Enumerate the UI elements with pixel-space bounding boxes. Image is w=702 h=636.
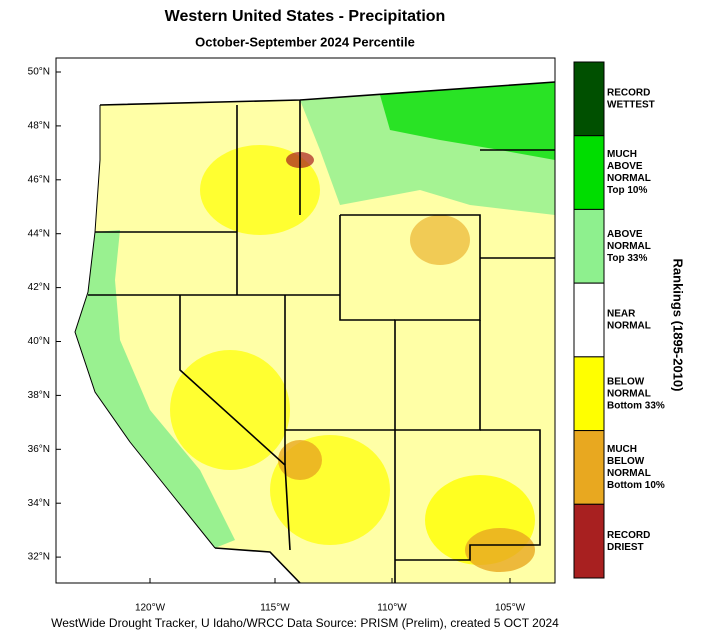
legend-title: Rankings (1895-2010) [671, 259, 686, 392]
footer: WestWide Drought Tracker, U Idaho/WRCC D… [51, 616, 559, 630]
lon-label: 105°W [495, 603, 526, 614]
map [55, 57, 556, 584]
legend-label: NEAR [607, 309, 636, 320]
legend-label: ABOVE [607, 229, 643, 240]
legend-swatch [573, 430, 605, 505]
lat-label: 44°N [28, 228, 50, 239]
very-dry-az [278, 440, 322, 480]
legend-swatch [573, 503, 605, 579]
lon-label: 115°W [260, 603, 290, 614]
dry-nevada [170, 350, 290, 470]
legend-label: MUCH [607, 444, 637, 455]
border [179, 295, 291, 551]
legend-label: Top 33% [607, 253, 647, 264]
title: Western United States - Precipitation [165, 8, 446, 25]
legend-swatch [573, 282, 605, 358]
subtitle: October-September 2024 Percentile [195, 34, 415, 49]
legend-label: BELOW [607, 456, 645, 467]
dry-idaho [200, 145, 320, 235]
lat-label: 48°N [28, 121, 50, 132]
legend-label: Bottom 10% [607, 480, 665, 491]
lon-label: 110°W [377, 603, 407, 614]
lat-label: 34°N [28, 498, 50, 509]
lat-label: 38°N [28, 390, 50, 401]
legend-label: BELOW [607, 376, 645, 387]
legend-label: NORMAL [607, 241, 651, 252]
legend-label: Top 10% [607, 185, 647, 196]
legend-label: DRIEST [607, 542, 644, 553]
legend-label: MUCH [607, 149, 637, 160]
legend-label: NORMAL [607, 468, 651, 479]
legend-label: NORMAL [607, 388, 651, 399]
lat-label: 42°N [28, 282, 50, 293]
very-wet-northeast [380, 82, 555, 160]
lat-label: 50°N [28, 67, 50, 78]
border [395, 429, 541, 561]
legend-swatch [573, 135, 605, 210]
legend-label: RECORD [607, 87, 650, 98]
border [339, 215, 395, 321]
legend-swatch [573, 356, 605, 432]
map-frame [55, 57, 556, 584]
lat-label: 46°N [28, 174, 50, 185]
lon-label: 120°W [135, 603, 166, 614]
lat-label: 32°N [28, 552, 50, 563]
legend-label: NORMAL [607, 321, 651, 332]
legend-label: RECORD [607, 530, 650, 541]
wet-coast [75, 230, 235, 548]
very-dry-wy [410, 215, 470, 265]
legend-label: WETTEST [607, 99, 655, 110]
legend-label: Bottom 33% [607, 400, 665, 411]
very-dry-nm [465, 528, 535, 572]
legend-label: NORMAL [607, 173, 651, 184]
border [214, 547, 301, 584]
legend-swatch [573, 208, 605, 284]
legend-label: ABOVE [607, 161, 643, 172]
lat-label: 40°N [28, 336, 50, 347]
lat-label: 36°N [28, 444, 50, 455]
coastline [74, 105, 216, 549]
legend-swatch [573, 61, 605, 137]
